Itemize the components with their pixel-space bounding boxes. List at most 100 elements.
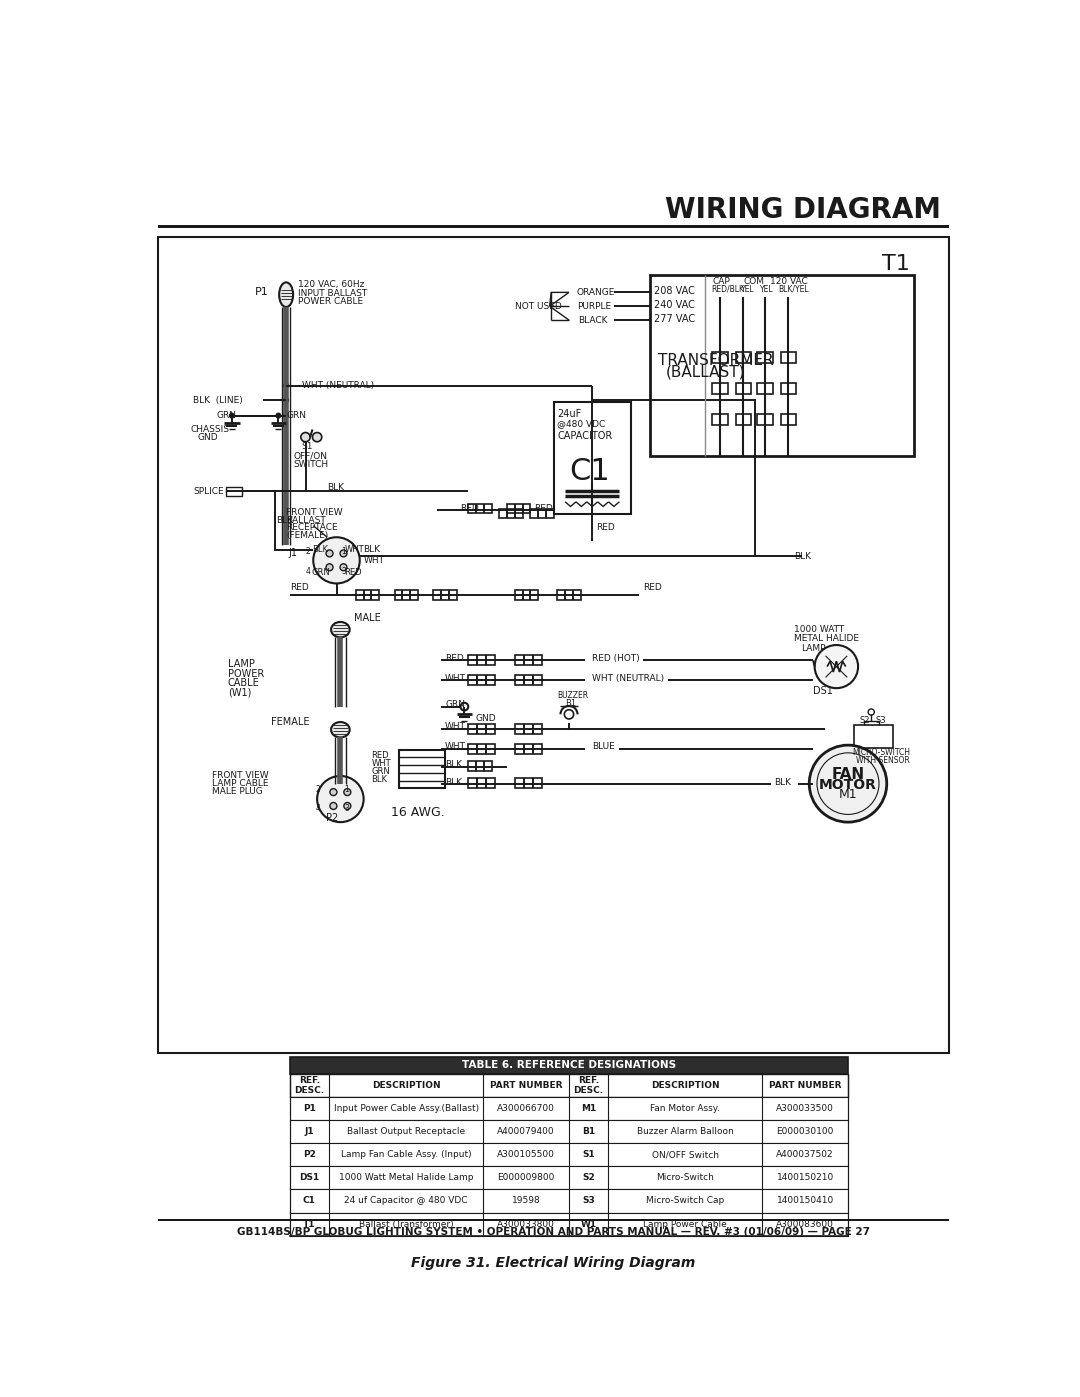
Text: LAMP: LAMP bbox=[801, 644, 826, 652]
Text: BLK: BLK bbox=[276, 515, 293, 525]
Bar bbox=[469, 743, 496, 753]
Text: @480 VDC: @480 VDC bbox=[557, 419, 606, 429]
Bar bbox=[499, 509, 523, 518]
Text: Micro-Switch Cap: Micro-Switch Cap bbox=[646, 1196, 725, 1206]
Text: METAL HALIDE: METAL HALIDE bbox=[794, 634, 859, 644]
Ellipse shape bbox=[279, 282, 293, 307]
Bar bbox=[757, 352, 773, 363]
Text: RECEPTACE: RECEPTACE bbox=[286, 524, 338, 532]
Text: WITH SENSOR: WITH SENSOR bbox=[855, 756, 909, 766]
Text: PURPLE: PURPLE bbox=[577, 302, 611, 310]
Text: A300033800: A300033800 bbox=[497, 1220, 555, 1228]
Bar bbox=[781, 352, 796, 363]
Text: Buzzer Alarm Balloon: Buzzer Alarm Balloon bbox=[637, 1127, 733, 1136]
Text: GRN: GRN bbox=[445, 700, 465, 708]
Text: GRN: GRN bbox=[286, 411, 306, 420]
Bar bbox=[757, 383, 773, 394]
Bar bbox=[469, 504, 491, 513]
Bar bbox=[515, 743, 542, 753]
Circle shape bbox=[284, 414, 288, 418]
Text: 1: 1 bbox=[341, 546, 346, 556]
Bar bbox=[291, 1213, 848, 1235]
Text: MOTOR: MOTOR bbox=[819, 778, 877, 792]
Text: 277 VAC: 277 VAC bbox=[654, 313, 696, 324]
Text: 1000 WATT: 1000 WATT bbox=[794, 624, 843, 634]
Bar bbox=[757, 414, 773, 425]
Text: DS1: DS1 bbox=[299, 1173, 320, 1182]
Bar bbox=[507, 504, 530, 513]
Text: S1: S1 bbox=[582, 1150, 595, 1160]
Text: FEMALE: FEMALE bbox=[271, 717, 309, 726]
Circle shape bbox=[326, 550, 333, 557]
Text: BLK: BLK bbox=[794, 552, 811, 562]
Circle shape bbox=[312, 433, 322, 441]
Text: WHT: WHT bbox=[364, 556, 384, 564]
Text: B1: B1 bbox=[565, 698, 577, 708]
Text: WHT: WHT bbox=[445, 673, 465, 683]
Text: 3: 3 bbox=[341, 567, 346, 576]
Text: A400079400: A400079400 bbox=[498, 1127, 555, 1136]
Circle shape bbox=[318, 775, 364, 823]
Circle shape bbox=[343, 789, 351, 795]
Text: T1: T1 bbox=[882, 254, 910, 274]
Text: BLK: BLK bbox=[445, 760, 462, 768]
Bar bbox=[650, 275, 914, 457]
Circle shape bbox=[340, 550, 347, 557]
Text: (FEMALE): (FEMALE) bbox=[286, 531, 328, 541]
Text: BLUE: BLUE bbox=[592, 742, 615, 752]
Text: LAMP CABLE: LAMP CABLE bbox=[213, 780, 269, 788]
Text: MALE PLUG: MALE PLUG bbox=[213, 787, 264, 796]
Circle shape bbox=[814, 645, 859, 689]
Text: BUZZER: BUZZER bbox=[557, 692, 589, 700]
Text: MALE: MALE bbox=[354, 613, 381, 623]
Text: Ballast Output Receptacle: Ballast Output Receptacle bbox=[347, 1127, 465, 1136]
Text: 1400150410: 1400150410 bbox=[777, 1196, 834, 1206]
Circle shape bbox=[284, 398, 288, 402]
Bar bbox=[291, 1058, 848, 1074]
Text: 120 VAC: 120 VAC bbox=[770, 277, 808, 286]
Text: 1400150210: 1400150210 bbox=[777, 1173, 834, 1182]
Text: RED: RED bbox=[372, 752, 389, 760]
Text: WHT: WHT bbox=[345, 545, 364, 555]
Text: A300066700: A300066700 bbox=[497, 1104, 555, 1113]
Text: BLACK: BLACK bbox=[578, 316, 608, 324]
Text: TRANSFORMER: TRANSFORMER bbox=[658, 352, 773, 367]
Text: E000030100: E000030100 bbox=[777, 1127, 834, 1136]
Text: RED: RED bbox=[535, 504, 553, 513]
Text: RED: RED bbox=[643, 583, 661, 592]
Text: PART NUMBER: PART NUMBER bbox=[769, 1081, 841, 1090]
Text: RED: RED bbox=[596, 522, 615, 532]
Text: RED: RED bbox=[445, 654, 463, 662]
Text: M1: M1 bbox=[581, 1104, 596, 1113]
Circle shape bbox=[329, 802, 337, 809]
Text: FRONT VIEW: FRONT VIEW bbox=[213, 771, 269, 781]
Circle shape bbox=[284, 383, 288, 388]
Text: Input Power Cable Assy.(Ballast): Input Power Cable Assy.(Ballast) bbox=[334, 1104, 478, 1113]
Text: 120 VAC, 60Hz: 120 VAC, 60Hz bbox=[298, 281, 364, 289]
Text: 4: 4 bbox=[315, 803, 321, 813]
Text: Lamp Power Cable: Lamp Power Cable bbox=[644, 1220, 727, 1228]
Text: REF.
DESC.: REF. DESC. bbox=[295, 1076, 324, 1095]
Circle shape bbox=[301, 433, 310, 441]
Text: BLK: BLK bbox=[364, 545, 380, 555]
Bar bbox=[469, 724, 496, 733]
Text: S2: S2 bbox=[860, 717, 870, 725]
Text: A300083600: A300083600 bbox=[777, 1220, 834, 1228]
Bar bbox=[291, 1166, 848, 1189]
Bar bbox=[735, 383, 751, 394]
Text: 208 VAC: 208 VAC bbox=[654, 286, 696, 296]
Bar bbox=[356, 591, 379, 599]
Text: T1: T1 bbox=[303, 1220, 315, 1228]
Bar bbox=[735, 352, 751, 363]
Text: P1: P1 bbox=[303, 1104, 315, 1113]
Circle shape bbox=[343, 802, 351, 809]
Text: 24 uf Capacitor @ 480 VDC: 24 uf Capacitor @ 480 VDC bbox=[345, 1196, 468, 1206]
Bar bbox=[394, 591, 418, 599]
Bar bbox=[291, 1097, 848, 1120]
Text: GRN: GRN bbox=[216, 411, 237, 420]
Text: Figure 31. Electrical Wiring Diagram: Figure 31. Electrical Wiring Diagram bbox=[411, 1256, 696, 1270]
Text: A300105500: A300105500 bbox=[497, 1150, 555, 1160]
Bar bbox=[515, 675, 542, 685]
Text: BLK: BLK bbox=[312, 545, 327, 555]
Bar bbox=[291, 1074, 848, 1097]
